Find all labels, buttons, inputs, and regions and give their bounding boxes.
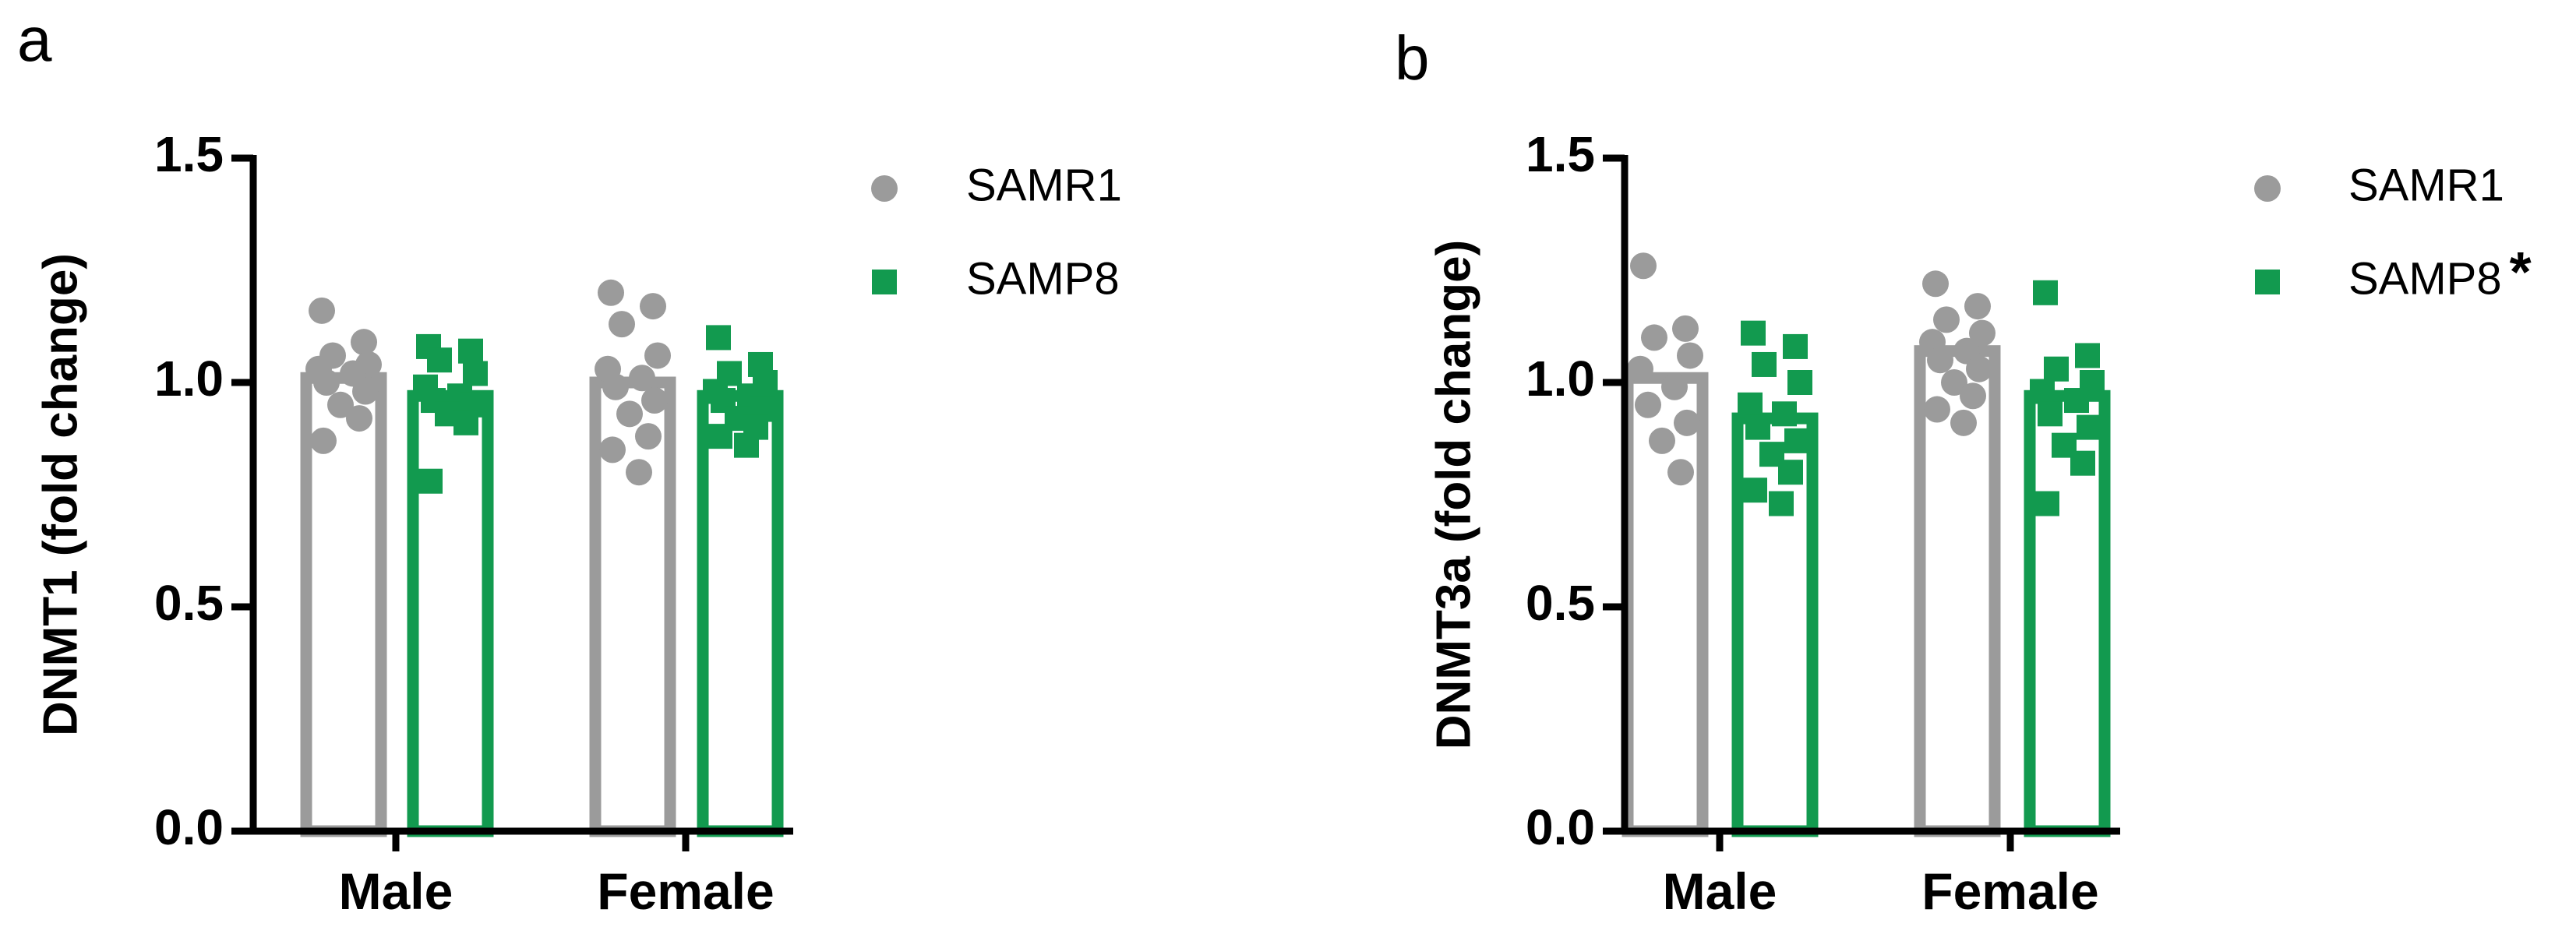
data-point-samp8 (453, 410, 478, 435)
data-point-samr1 (1964, 293, 1991, 320)
data-point-samr1 (1661, 373, 1688, 400)
data-point-samr1 (1677, 342, 1703, 369)
data-point-samp8 (1778, 460, 1803, 485)
data-point-samp8 (2075, 343, 2100, 368)
data-point-samr1 (313, 369, 340, 396)
data-point-samr1 (1960, 382, 1986, 410)
data-point-samr1 (644, 342, 671, 369)
data-point-samr1 (629, 365, 655, 392)
data-point-samp8 (1784, 428, 1809, 453)
data-point-samp8 (1745, 414, 1770, 440)
data-point-samr1 (346, 405, 372, 432)
y-axis-title: DNMT1 (fold change) (34, 253, 87, 736)
data-point-samp8 (2030, 379, 2055, 404)
y-axis-title: DNMT3a (fold change) (1427, 240, 1480, 749)
data-point-samr1 (640, 293, 666, 320)
data-point-samr1 (1635, 391, 1661, 418)
data-point-samr1 (1924, 396, 1950, 423)
legend-marker-circle (2254, 175, 2281, 202)
data-point-samr1 (309, 297, 335, 324)
data-point-samr1 (352, 378, 379, 405)
data-point-samr1 (310, 427, 337, 454)
data-point-samr1 (602, 373, 629, 400)
y-tick-label: 0.5 (154, 575, 224, 631)
legend-marker-square (872, 270, 897, 294)
data-point-samr1 (626, 459, 652, 486)
data-point-samr1 (616, 400, 643, 428)
data-point-samp8 (1769, 491, 1794, 516)
data-point-samp8 (708, 424, 732, 449)
data-point-samr1 (599, 436, 626, 463)
panel-label: b (1395, 23, 1430, 93)
data-point-samr1 (1927, 347, 1953, 374)
data-point-samr1 (1950, 409, 1977, 436)
data-point-samp8 (2038, 401, 2063, 427)
data-point-samp8 (2033, 280, 2058, 305)
data-point-samr1 (1969, 319, 1996, 347)
y-tick-label: 0.0 (154, 799, 224, 855)
data-point-samp8 (463, 361, 488, 386)
data-point-samp8 (1752, 351, 1777, 377)
data-point-samp8 (1772, 401, 1797, 427)
data-point-samp8 (1787, 370, 1812, 395)
data-point-samp8 (1742, 478, 1767, 503)
panel-label: a (17, 5, 52, 74)
data-point-samp8 (2077, 414, 2101, 440)
data-point-samr1 (1966, 355, 1992, 382)
significance-asterisk: * (2510, 241, 2532, 304)
data-point-samr1 (609, 311, 635, 338)
legend-label: SAMR1 (966, 160, 1122, 210)
y-tick-label: 1.5 (154, 126, 224, 182)
legend-label: SAMR1 (2348, 160, 2504, 210)
legend-label: SAMP8 (2348, 253, 2502, 304)
data-point-samr1 (641, 387, 668, 414)
y-tick-label: 0.5 (1526, 575, 1595, 631)
data-point-samp8 (2034, 491, 2059, 516)
data-point-samr1 (1941, 369, 1967, 396)
x-category-label: Female (597, 862, 774, 920)
data-point-samr1 (598, 279, 624, 306)
y-tick-label: 1.0 (1526, 351, 1595, 407)
x-category-label: Male (339, 862, 453, 920)
data-point-samr1 (1641, 324, 1667, 351)
data-point-samp8 (734, 432, 759, 458)
y-tick-label: 1.5 (1526, 126, 1595, 182)
data-point-samp8 (1783, 333, 1808, 359)
data-point-samr1 (1627, 355, 1653, 382)
data-point-samr1 (1630, 252, 1657, 280)
data-point-samp8 (2064, 388, 2089, 414)
data-point-samp8 (1741, 320, 1766, 346)
data-point-samr1 (1667, 459, 1694, 486)
data-point-samp8 (427, 347, 452, 373)
data-point-samr1 (1649, 427, 1675, 454)
data-point-samr1 (327, 391, 354, 418)
bar-samp8-male (407, 389, 494, 837)
bar-samp8-female (697, 389, 784, 837)
data-point-samr1 (1933, 306, 1960, 333)
data-point-samr1 (1922, 270, 1949, 298)
legend-marker-circle (871, 175, 898, 202)
data-point-samr1 (1672, 315, 1699, 342)
legend-label: SAMP8 (966, 253, 1120, 304)
legend-marker-square (2255, 270, 2280, 294)
y-tick-label: 0.0 (1526, 799, 1595, 855)
data-point-samp8 (706, 325, 731, 351)
data-point-samp8 (2070, 450, 2095, 476)
data-point-samp8 (418, 468, 443, 494)
data-point-samp8 (2044, 356, 2069, 382)
data-point-samp8 (1738, 392, 1763, 418)
data-point-samp8 (458, 338, 483, 364)
data-point-samr1 (635, 423, 662, 450)
data-point-samr1 (351, 329, 377, 356)
x-category-label: Female (1921, 862, 2098, 920)
y-tick-label: 1.0 (154, 351, 224, 407)
data-point-samr1 (1674, 409, 1700, 436)
x-category-label: Male (1663, 862, 1777, 920)
